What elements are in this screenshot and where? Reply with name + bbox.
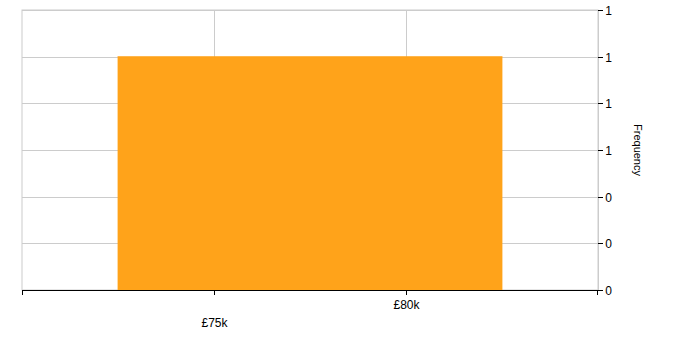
x-axis-end: [597, 290, 598, 295]
y-tick: [598, 290, 603, 291]
y-tick-label: 1: [605, 4, 612, 18]
chart-svg: £75k £80k 0 0 0 1 1 1 1 Frequency: [0, 0, 700, 350]
x-tick: [406, 290, 407, 295]
x-axis-end: [22, 290, 23, 295]
chart-container: £75k £80k 0 0 0 1 1 1 1 Frequency: [0, 0, 700, 350]
y-tick: [598, 57, 603, 58]
y-tick-label: 0: [605, 237, 612, 251]
bars: [118, 57, 502, 290]
y-grid-line: [22, 10, 598, 11]
y-tick-label: 1: [605, 51, 612, 65]
y-grid-line: [22, 290, 598, 291]
y-tick-label: 0: [605, 284, 612, 298]
y-tick-label: 1: [605, 97, 612, 111]
y-tick: [598, 243, 603, 244]
y-tick: [598, 150, 603, 151]
x-tick-label: £80k: [393, 298, 420, 312]
y-axis-label: Frequency: [632, 124, 644, 176]
y-tick: [598, 10, 603, 11]
y-tick-label: 1: [605, 144, 612, 158]
y-tick: [598, 103, 603, 104]
y-tick: [598, 197, 603, 198]
x-tick-label: £75k: [201, 316, 228, 330]
histogram-bar: [118, 57, 502, 290]
x-tick: [214, 290, 215, 295]
plot-frame: [22, 10, 598, 290]
y-tick-label: 0: [605, 191, 612, 205]
x-axis-line: [22, 290, 598, 291]
